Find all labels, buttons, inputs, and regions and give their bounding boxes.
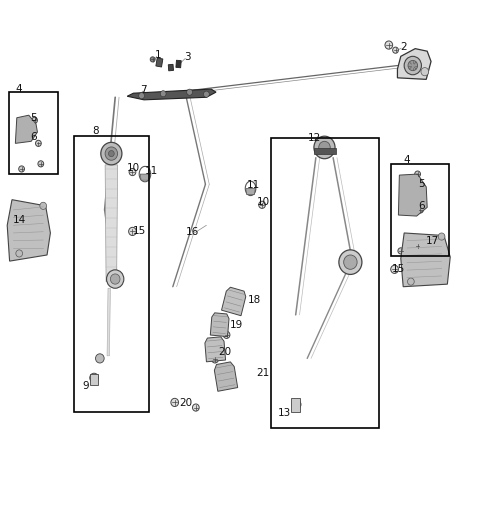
Circle shape [110,274,120,284]
Polygon shape [107,288,110,356]
Circle shape [36,140,41,146]
Polygon shape [205,337,226,362]
Circle shape [404,188,410,196]
Polygon shape [215,362,238,391]
Bar [90,374,98,385]
Polygon shape [7,200,50,261]
Polygon shape [246,188,255,195]
Text: 19: 19 [229,319,243,330]
Text: 20: 20 [180,398,193,409]
Circle shape [129,227,136,236]
Bar [176,60,181,68]
Text: 7: 7 [140,85,146,95]
Text: 17: 17 [425,236,439,246]
Polygon shape [401,233,450,287]
Bar [271,138,379,428]
Polygon shape [398,174,427,216]
Circle shape [171,398,179,407]
Circle shape [139,93,144,99]
Polygon shape [314,148,336,154]
Circle shape [319,141,330,154]
Bar [391,164,449,256]
Polygon shape [222,287,246,316]
Text: 21: 21 [256,368,270,378]
Circle shape [160,91,166,97]
Circle shape [404,56,421,75]
Text: 11: 11 [247,180,260,190]
Circle shape [212,356,218,363]
Circle shape [38,161,44,167]
Circle shape [32,117,37,123]
Text: 14: 14 [12,215,26,225]
Text: 10: 10 [127,163,140,173]
Circle shape [259,201,265,208]
Text: 12: 12 [308,133,322,143]
Text: 6: 6 [418,201,425,211]
Circle shape [16,250,23,257]
Circle shape [223,331,230,338]
Circle shape [421,68,429,76]
Text: 2: 2 [400,42,407,52]
Text: 9: 9 [82,381,89,391]
Text: 6: 6 [30,132,37,142]
Circle shape [415,171,420,177]
Text: 5: 5 [30,113,37,123]
Circle shape [107,270,124,288]
Circle shape [344,255,357,269]
Polygon shape [397,49,431,79]
Circle shape [393,47,398,53]
Bar [156,58,163,67]
Circle shape [108,151,114,157]
Circle shape [408,60,418,71]
Circle shape [90,373,98,382]
Polygon shape [210,313,229,336]
Bar [9,92,58,174]
Circle shape [398,248,404,254]
Polygon shape [127,89,216,100]
Text: 11: 11 [145,166,158,176]
Circle shape [415,243,420,249]
Text: 5: 5 [418,179,425,189]
Bar [74,136,149,412]
Text: 15: 15 [132,226,146,237]
Circle shape [408,278,414,285]
Text: 4: 4 [16,84,23,94]
Polygon shape [105,165,118,282]
Text: 10: 10 [256,197,270,207]
Bar [168,65,174,71]
Circle shape [204,91,209,97]
Circle shape [418,207,423,213]
Circle shape [339,250,362,274]
Text: 18: 18 [248,295,261,305]
Circle shape [129,168,136,176]
Circle shape [385,41,393,49]
Circle shape [40,202,47,209]
Circle shape [19,166,24,172]
Circle shape [192,404,199,411]
Bar [291,398,300,412]
Circle shape [292,400,301,409]
Text: 16: 16 [185,227,199,238]
Circle shape [187,89,192,95]
Circle shape [101,142,122,165]
Circle shape [391,265,398,273]
Polygon shape [15,115,37,143]
Circle shape [22,127,28,134]
Polygon shape [140,174,150,180]
Circle shape [438,233,445,240]
Text: 3: 3 [184,52,191,62]
Text: 8: 8 [93,126,99,136]
Circle shape [96,354,104,363]
Text: 20: 20 [218,347,231,357]
Circle shape [150,57,155,62]
Circle shape [105,147,118,160]
Text: 4: 4 [404,155,410,165]
Circle shape [400,185,414,199]
Text: 1: 1 [155,50,162,60]
Text: 13: 13 [277,408,291,418]
Text: 15: 15 [392,264,405,274]
Circle shape [314,136,335,159]
Circle shape [18,123,32,138]
